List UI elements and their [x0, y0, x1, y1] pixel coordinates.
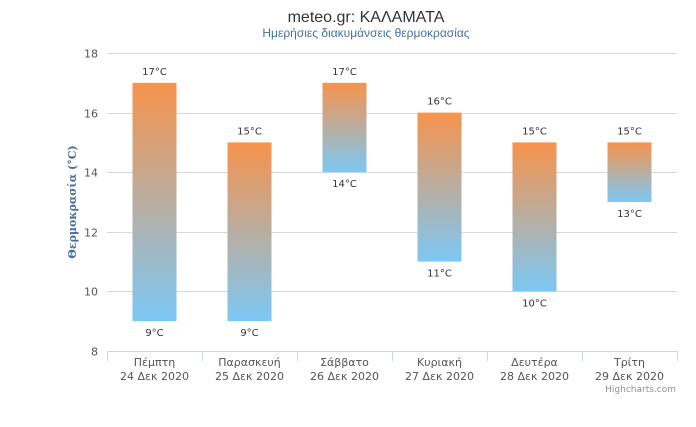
x-tick-date: 26 Δεκ 2020	[310, 370, 379, 383]
y-axis-label: Θερμοκρασία (°C)	[66, 145, 79, 258]
x-tick-day: Πέμπτη	[134, 356, 175, 369]
low-temp-label: 14°C	[332, 179, 357, 190]
temperature-bar[interactable]	[512, 142, 557, 292]
temperature-bar[interactable]	[227, 142, 272, 322]
high-temp-label: 17°C	[142, 67, 167, 78]
x-tick-day: Δευτέρα	[511, 356, 558, 369]
chart-title: meteo.gr: ΚΑΛΑΜΑΤΑ	[288, 9, 445, 26]
temperature-bar[interactable]	[607, 142, 652, 202]
high-temp-label: 16°C	[427, 97, 452, 108]
low-temp-label: 11°C	[427, 269, 452, 280]
temperature-bar[interactable]	[417, 112, 462, 262]
x-tick-day: Τρίτη	[613, 356, 645, 369]
high-temp-label: 15°C	[522, 126, 547, 137]
high-temp-label: 15°C	[237, 126, 262, 137]
data-labels: 17°C 9°C 15°C 9°C 17°C 14°C 16°C 11°C 15°C 10°C 15…	[142, 67, 642, 339]
x-tick-date: 24 Δεκ 2020	[120, 370, 189, 383]
y-tick-label: 8	[91, 346, 98, 359]
chart-subtitle: Ημερήσιες διακυμάνσεις θερμοκρασίας	[262, 26, 469, 40]
x-tick-date: 29 Δεκ 2020	[595, 370, 664, 383]
bar-series	[132, 82, 652, 322]
x-tick-date: 27 Δεκ 2020	[405, 370, 474, 383]
y-tick-label: 16	[84, 108, 98, 121]
x-tick-day: Κυριακή	[417, 356, 462, 369]
y-tick-label: 12	[84, 227, 98, 240]
high-temp-label: 15°C	[617, 126, 642, 137]
temperature-bar[interactable]	[322, 82, 367, 173]
low-temp-label: 10°C	[522, 298, 547, 309]
y-tick-label: 10	[84, 286, 98, 299]
low-temp-label: 9°C	[240, 328, 258, 339]
y-tick-label: 14	[84, 167, 98, 180]
x-tick-day: Παρασκευή	[218, 356, 281, 369]
temperature-bar[interactable]	[132, 82, 177, 322]
high-temp-label: 17°C	[332, 67, 357, 78]
low-temp-label: 9°C	[145, 328, 163, 339]
grid-lines: 8 10 12 14 16 18	[84, 48, 677, 359]
highcharts-credit[interactable]: Highcharts.com	[605, 385, 676, 395]
x-tick-date: 25 Δεκ 2020	[215, 370, 284, 383]
y-tick-label: 18	[84, 48, 98, 61]
x-tick-day: Σάββατο	[320, 356, 369, 369]
x-tick-date: 28 Δεκ 2020	[500, 370, 569, 383]
low-temp-label: 13°C	[617, 209, 642, 220]
